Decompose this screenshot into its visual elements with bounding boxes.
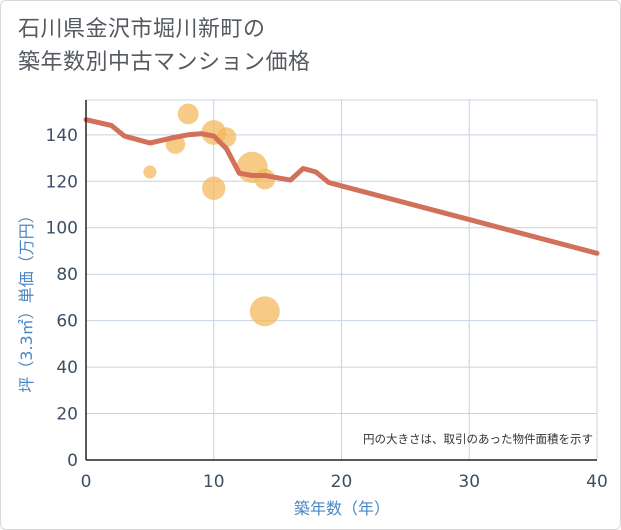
bubble-point-2: [177, 103, 199, 125]
y-tick-label-60: 60: [56, 312, 78, 332]
y-tick-label-0: 0: [67, 451, 78, 471]
axes: [85, 100, 597, 461]
y-tick-labels: 0 20 40 60 80 100 120 140: [46, 126, 78, 471]
x-tick-label-20: 20: [331, 472, 353, 492]
bubble-point-0: [143, 165, 157, 179]
x-tick-labels: 0 10 20 30 40: [81, 472, 608, 492]
trend-line: [83, 117, 600, 256]
bubble-point-4: [202, 176, 226, 200]
x-tick-label-40: 40: [586, 472, 608, 492]
y-tick-label-40: 40: [56, 358, 78, 378]
x-tick-label-0: 0: [81, 472, 92, 492]
y-tick-label-80: 80: [56, 265, 78, 285]
y-tick-label-20: 20: [56, 405, 78, 425]
trend-line-group: [83, 117, 600, 256]
size-note: 円の大きさは、取引のあった物件面積を示す: [363, 432, 593, 446]
y-tick-label-140: 140: [46, 126, 78, 146]
grid-lines: [86, 99, 598, 460]
chart-title-line1: 石川県金沢市堀川新町の: [18, 17, 266, 42]
bubble-point-8: [249, 296, 280, 327]
x-tick-label-10: 10: [203, 472, 225, 492]
y-axis-label: 坪（3.3㎡）単価（万円）: [17, 207, 36, 392]
chart-title-line2: 築年数別中古マンション価格: [18, 50, 311, 75]
x-tick-label-30: 30: [458, 472, 480, 492]
x-axis-label: 築年数（年）: [294, 499, 390, 518]
y-tick-label-100: 100: [46, 219, 78, 239]
chart-title: 石川県金沢市堀川新町の 築年数別中古マンション価格: [18, 13, 418, 79]
y-tick-label-120: 120: [46, 172, 78, 192]
